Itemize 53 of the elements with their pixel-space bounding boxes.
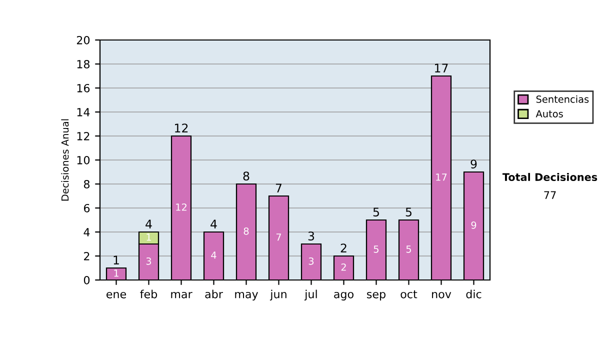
data-label: 17 [436,174,447,181]
total-label: 5 [406,208,412,217]
data-label: 1 [114,270,118,277]
x-tick-label: feb [140,290,158,298]
data-label: 3 [146,257,152,265]
data-label: 2 [341,263,346,271]
y-tick-label: 2 [84,252,90,260]
total-label: 3 [308,232,314,241]
total-label: 17 [435,64,448,72]
x-tick-label: oct [400,290,418,298]
data-label: 8 [244,227,249,235]
total-label: 4 [146,220,152,228]
data-label: 9 [471,221,476,229]
x-tick-label: ago [334,292,354,300]
x-tick-label: jun [270,290,286,300]
text: 77 [544,191,556,199]
y-axis-title: Decisiones Anual [61,119,69,201]
y-tick-label: 4 [84,228,90,236]
x-tick-label: may [235,292,258,300]
data-label: 12 [176,203,186,211]
legend-label: Sentencias [536,95,589,103]
x-tick-label: mar [171,292,192,298]
data-label: 7 [276,234,282,241]
data-label: 3 [308,257,314,265]
legend-label: Autos [536,110,563,118]
y-tick-label: 20 [76,36,90,44]
data-label: 5 [374,246,378,253]
total-label: 12 [175,124,188,132]
y-tick-label: 12 [77,132,90,140]
x-tick-label: nov [432,292,452,298]
text: Total Decisiones [502,172,598,182]
total-label: 4 [210,220,217,228]
x-tick-label: ene [106,292,126,298]
total-label: 1 [114,256,119,264]
x-tick-label: dic [466,290,482,298]
total-label: 2 [340,244,346,252]
data-label: 4 [211,252,216,259]
total-label: 5 [373,208,379,217]
y-tick-label: 14 [77,108,90,116]
total-label: 8 [243,172,250,181]
x-tick-label: abr [205,290,223,298]
y-tick-label: 10 [77,156,90,164]
y-tick-label: 16 [77,84,90,92]
x-tick-label: jul [304,290,317,300]
data-label: 1 [146,234,151,241]
total-label: 7 [276,184,282,192]
total-label: 9 [470,160,477,169]
data-label: 5 [406,246,411,253]
y-tick-label: 18 [77,60,90,68]
y-tick-label: 6 [84,204,90,212]
y-tick-label: 8 [84,180,90,188]
x-tick-label: sep [367,292,386,300]
y-tick-label: 0 [84,276,90,284]
